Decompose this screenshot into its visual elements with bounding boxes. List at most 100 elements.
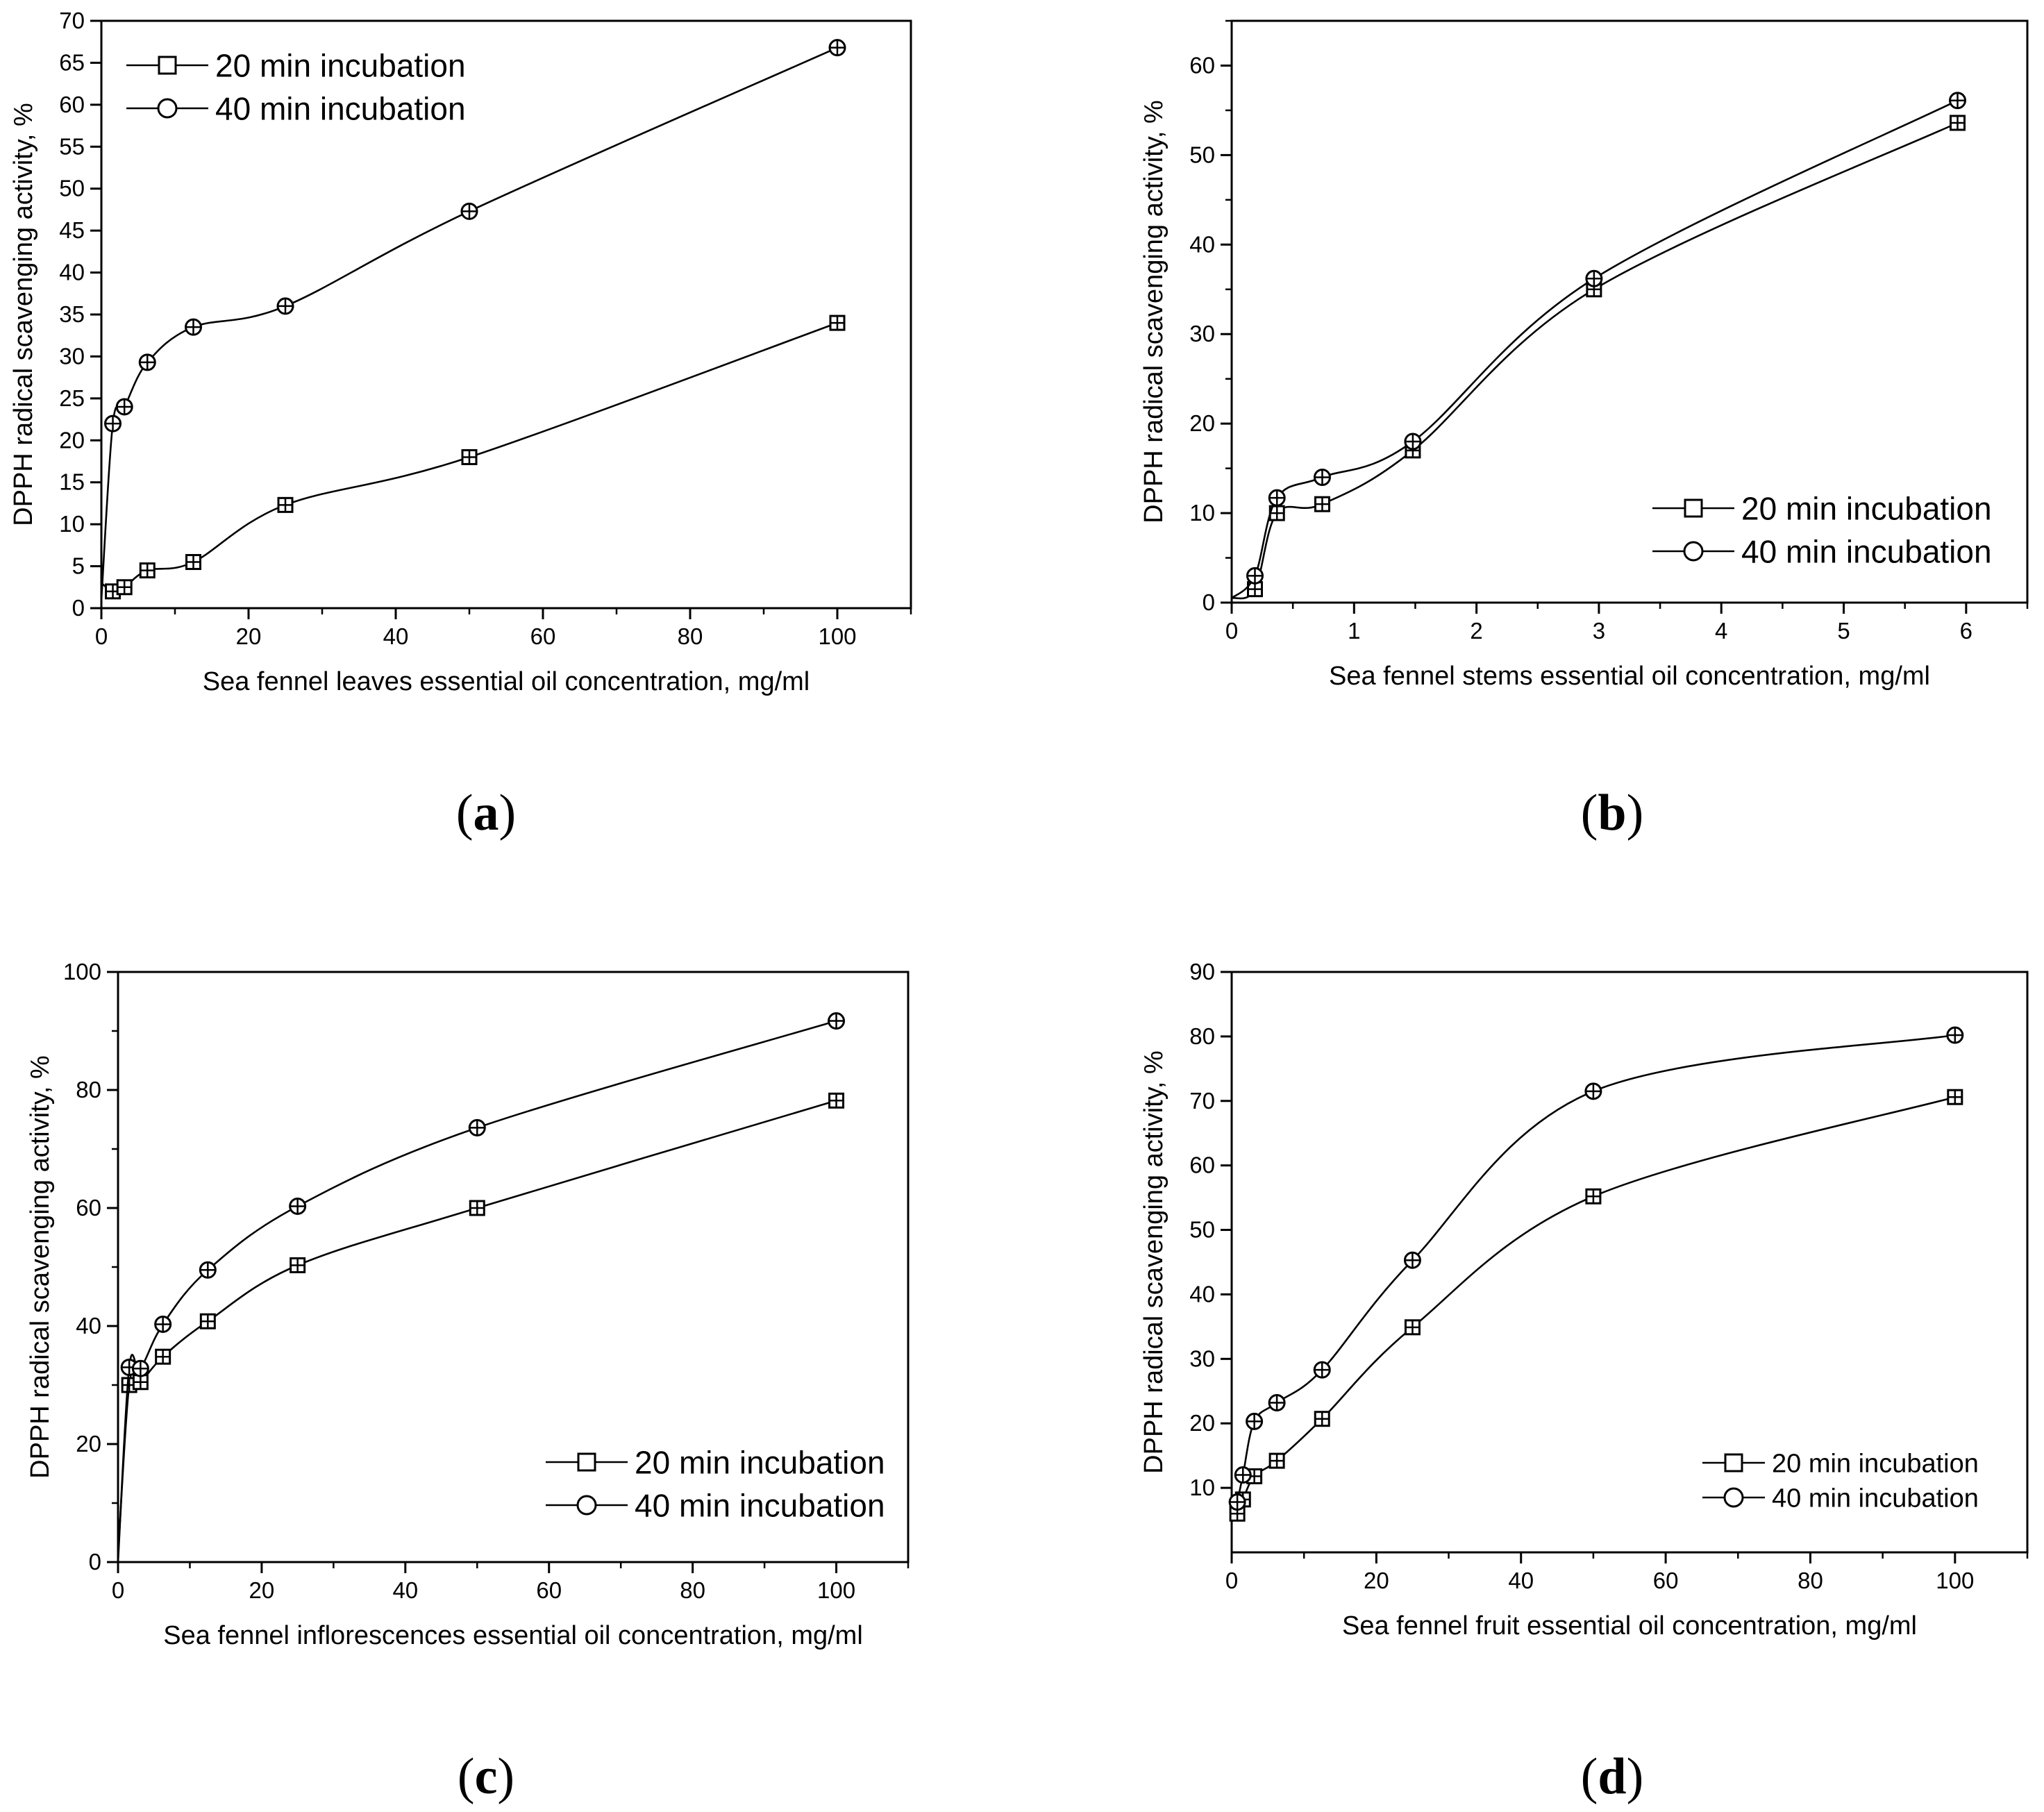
legend-label-a-0: 20 min incubation xyxy=(215,48,466,84)
x-tick-label-d: 40 xyxy=(1508,1568,1534,1593)
x-tick-label-d: 0 xyxy=(1225,1568,1238,1593)
y-axis-title-d: DPPH radical scavenging activity, % xyxy=(1139,1050,1168,1474)
y-tick-label-a: 35 xyxy=(59,301,85,327)
y-tick-label-a: 60 xyxy=(59,92,85,117)
x-tick-label-a: 20 xyxy=(236,623,262,649)
legend-label-a-1: 40 min incubation xyxy=(215,91,466,127)
panel-label-c: (c) xyxy=(458,1748,514,1805)
y-tick-label-a: 0 xyxy=(72,595,85,621)
y-tick-label-c: 60 xyxy=(76,1195,101,1220)
y-tick-label-b: 20 xyxy=(1189,410,1215,436)
plot-frame-b xyxy=(1230,19,2029,604)
x-tick-label-d: 60 xyxy=(1653,1568,1679,1593)
x-tick-label-d: 100 xyxy=(1936,1568,1974,1593)
x-tick-label-c: 0 xyxy=(112,1577,124,1603)
y-tick-label-a: 5 xyxy=(72,553,85,579)
legend-marker-a-1 xyxy=(157,98,178,119)
y-tick-label-d: 50 xyxy=(1189,1217,1215,1243)
y-tick-label-c: 0 xyxy=(89,1549,101,1575)
x-axis-title-d: Sea fennel fruit essential oil concentra… xyxy=(1342,1611,1917,1641)
x-tick-label-c: 80 xyxy=(680,1577,705,1603)
y-tick-label-b: 50 xyxy=(1189,142,1215,167)
y-tick-label-a: 10 xyxy=(59,511,85,537)
chart-a: 0 20 40 60 80 100 0 5 10 15 20 25 30 35 40 45 50 55 60 65 70… xyxy=(9,8,912,841)
x-tick-label-b: 5 xyxy=(1837,618,1850,644)
legend-marker-a-0 xyxy=(158,56,177,75)
y-tick-label-a: 20 xyxy=(59,427,85,453)
legend-label-b-1: 40 min incubation xyxy=(1741,534,1992,570)
y-tick-label-a: 50 xyxy=(59,176,85,201)
x-tick-label-b: 4 xyxy=(1715,618,1727,644)
y-tick-label-d: 10 xyxy=(1189,1475,1215,1500)
legend-marker-c-1 xyxy=(576,1495,597,1516)
x-tick-label-a: 80 xyxy=(678,623,703,649)
y-tick-label-b: 0 xyxy=(1203,589,1215,615)
legend-label-c-1: 40 min incubation xyxy=(635,1488,885,1524)
x-tick-label-b: 1 xyxy=(1348,618,1360,644)
y-tick-label-b: 40 xyxy=(1189,231,1215,257)
y-tick-label-c: 40 xyxy=(76,1313,101,1339)
legend-d: 20 min incubation 40 min incubation xyxy=(1702,1450,1979,1513)
x-tick-label-a: 60 xyxy=(530,623,556,649)
legend-marker-b-1 xyxy=(1683,541,1704,562)
x-axis-title-b: Sea fennel stems essential oil concentra… xyxy=(1329,662,1930,691)
y-axis-title-b: DPPH radical scavenging activity, % xyxy=(1139,100,1168,523)
series-line-a-1 xyxy=(100,47,838,600)
series-b-1 xyxy=(1231,92,1967,599)
y-tick-label-d: 60 xyxy=(1189,1152,1215,1178)
series-line-d-1 xyxy=(1236,1034,1955,1502)
series-c-0 xyxy=(117,1092,845,1557)
series-d-0 xyxy=(1229,1089,1963,1522)
legend-label-d-1: 40 min incubation xyxy=(1772,1484,1979,1513)
series-d-1 xyxy=(1228,1026,1964,1511)
x-tick-label-c: 60 xyxy=(536,1577,562,1603)
y-tick-label-c: 80 xyxy=(76,1077,101,1102)
panel-label-d: (d) xyxy=(1581,1748,1643,1805)
legend-marker-d-1 xyxy=(1723,1487,1744,1508)
y-tick-label-c: 100 xyxy=(63,959,101,984)
legend-marker-b-0 xyxy=(1684,498,1703,518)
legend-a: 20 min incubation 40 min incubation xyxy=(126,48,466,127)
y-tick-label-a: 40 xyxy=(59,260,85,285)
legend-label-d-0: 20 min incubation xyxy=(1772,1450,1979,1479)
series-line-c-1 xyxy=(117,1020,837,1563)
x-tick-label-b: 0 xyxy=(1225,618,1238,644)
y-tick-label-d: 40 xyxy=(1189,1281,1215,1307)
x-tick-label-b: 6 xyxy=(1960,618,1972,644)
x-tick-label-d: 80 xyxy=(1798,1568,1823,1593)
x-axis-title-a: Sea fennel leaves essential oil concentr… xyxy=(203,667,810,696)
series-c-1 xyxy=(117,1012,846,1563)
y-tick-label-a: 15 xyxy=(59,469,85,495)
y-tick-label-a: 55 xyxy=(59,133,85,159)
legend-c: 20 min incubation 40 min incubation xyxy=(546,1445,885,1524)
x-tick-label-b: 3 xyxy=(1593,618,1605,644)
y-axis-title-c: DPPH radical scavenging activity, % xyxy=(26,1055,55,1479)
y-tick-label-c: 20 xyxy=(76,1431,101,1457)
chart-d: 0 20 40 60 80 100 10 20 30 40 50 60 70 80 90 Sea fennel… xyxy=(1139,959,2029,1805)
x-tick-label-d: 20 xyxy=(1364,1568,1389,1593)
x-tick-label-c: 20 xyxy=(249,1577,275,1603)
x-tick-label-b: 2 xyxy=(1470,618,1482,644)
legend-label-c-0: 20 min incubation xyxy=(635,1445,885,1481)
series-a-0 xyxy=(101,314,846,600)
chart-c: 0 20 40 60 80 100 0 20 40 60 80 100 Sea fennel inflo… xyxy=(26,959,910,1805)
plot-frame-d xyxy=(1230,971,2029,1554)
series-line-b-0 xyxy=(1231,121,1959,600)
y-tick-label-a: 65 xyxy=(59,49,85,75)
legend-marker-d-0 xyxy=(1724,1453,1743,1473)
y-tick-label-d: 90 xyxy=(1189,959,1215,984)
x-tick-label-a: 100 xyxy=(818,623,856,649)
series-a-1 xyxy=(100,39,846,600)
y-tick-label-a: 45 xyxy=(59,217,85,243)
y-tick-label-d: 80 xyxy=(1189,1023,1215,1049)
legend-label-b-0: 20 min incubation xyxy=(1741,491,1992,527)
panel-label-b: (b) xyxy=(1581,785,1643,841)
y-tick-label-a: 30 xyxy=(59,343,85,369)
y-tick-label-d: 70 xyxy=(1189,1088,1215,1114)
x-tick-label-c: 100 xyxy=(817,1577,855,1603)
y-tick-label-d: 30 xyxy=(1189,1345,1215,1371)
x-tick-label-a: 0 xyxy=(95,623,108,649)
y-tick-label-a: 25 xyxy=(59,385,85,411)
